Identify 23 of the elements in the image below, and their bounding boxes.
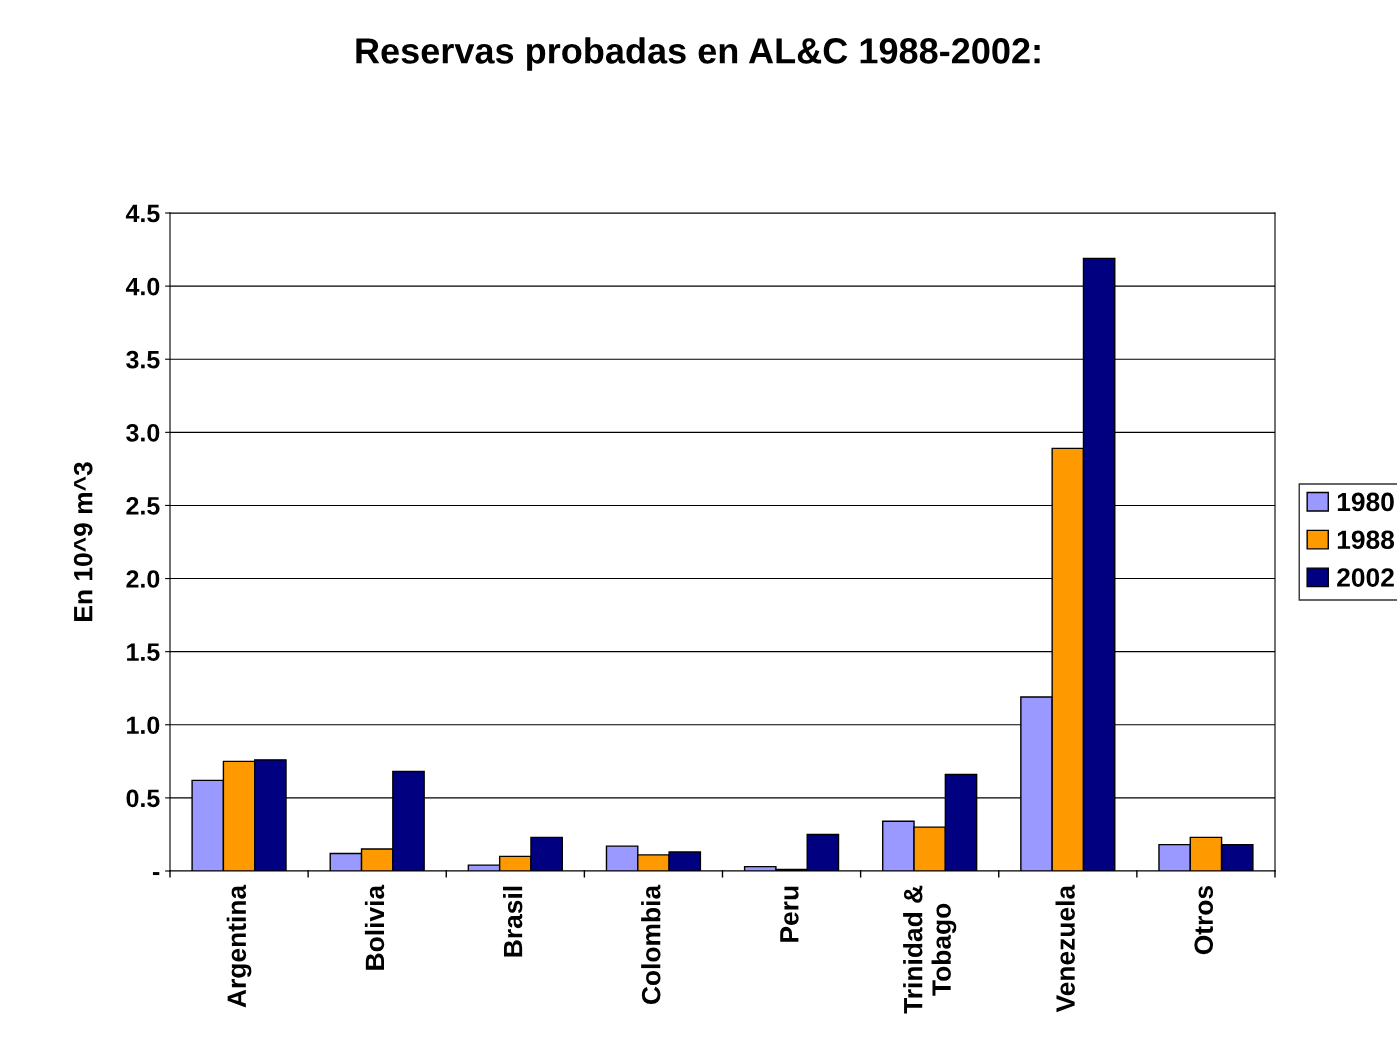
x-tick-label: Otros [1194,885,1214,955]
legend-label: 1980 [1337,492,1394,512]
x-tick-label: Trinidad & Tobago [903,885,957,1014]
legend-label: 2002 [1337,568,1394,587]
y-tick-label: 2.5 [126,497,160,515]
x-tick-label: Brasil [503,886,523,957]
legend-label: 1988 [1337,530,1395,550]
y-tick-label: 4.0 [125,277,160,296]
y-tick-label: 2.0 [126,570,160,588]
y-tick-label: - [152,872,160,876]
y-tick-label: 4.5 [125,204,160,223]
x-tick-label: Venezuela [1055,884,1075,1013]
x-tick-label: Bolivia [364,884,385,970]
y-tick-label: 3.5 [126,350,160,369]
x-tick-label: Peru [780,886,799,942]
y-axis-title: En 10^9 m^3 [73,462,93,621]
y-tick-label: 3.0 [126,423,160,442]
x-tick-label: Argentina [226,884,252,1008]
x-tick-label: Colombia [641,884,661,1005]
y-tick-label: 0.5 [126,789,160,808]
chart-title: Reservas probadas en AL&C 1988-2002: [356,37,1040,71]
y-tick-label: 1.5 [127,643,160,661]
y-tick-label: 1.0 [127,716,160,735]
